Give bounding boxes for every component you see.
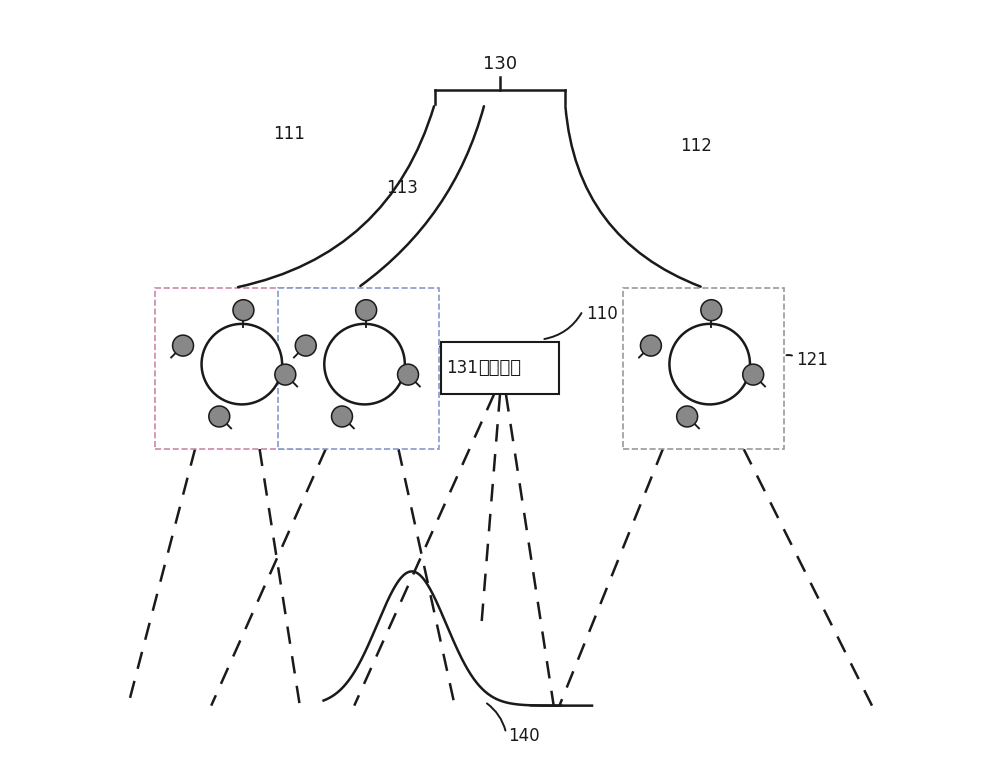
Circle shape (743, 364, 764, 385)
Circle shape (669, 324, 750, 404)
Text: 140: 140 (508, 727, 539, 746)
FancyArrowPatch shape (565, 107, 701, 287)
Circle shape (275, 364, 296, 385)
FancyArrowPatch shape (544, 313, 581, 339)
Circle shape (324, 324, 405, 404)
Circle shape (209, 406, 230, 427)
Text: 113: 113 (386, 179, 418, 197)
Text: 112: 112 (680, 137, 712, 155)
Circle shape (640, 335, 661, 356)
Bar (623, 288, 784, 449)
FancyArrowPatch shape (238, 106, 434, 287)
Circle shape (295, 335, 316, 356)
FancyArrowPatch shape (487, 703, 505, 730)
FancyArrowPatch shape (440, 347, 445, 360)
Circle shape (202, 324, 282, 404)
Circle shape (173, 335, 194, 356)
Bar (155, 288, 316, 449)
Circle shape (233, 300, 254, 321)
Text: 110: 110 (586, 305, 618, 324)
Bar (278, 288, 439, 449)
Text: 131: 131 (446, 359, 478, 377)
Circle shape (701, 300, 722, 321)
Bar (441, 342, 559, 394)
Circle shape (332, 406, 352, 427)
Text: 130: 130 (483, 55, 517, 73)
Text: 投射装置: 投射装置 (479, 359, 522, 377)
Text: 111: 111 (273, 125, 305, 143)
Circle shape (356, 300, 377, 321)
Text: 121: 121 (796, 351, 828, 370)
Circle shape (398, 364, 419, 385)
Circle shape (677, 406, 698, 427)
FancyArrowPatch shape (360, 106, 484, 286)
